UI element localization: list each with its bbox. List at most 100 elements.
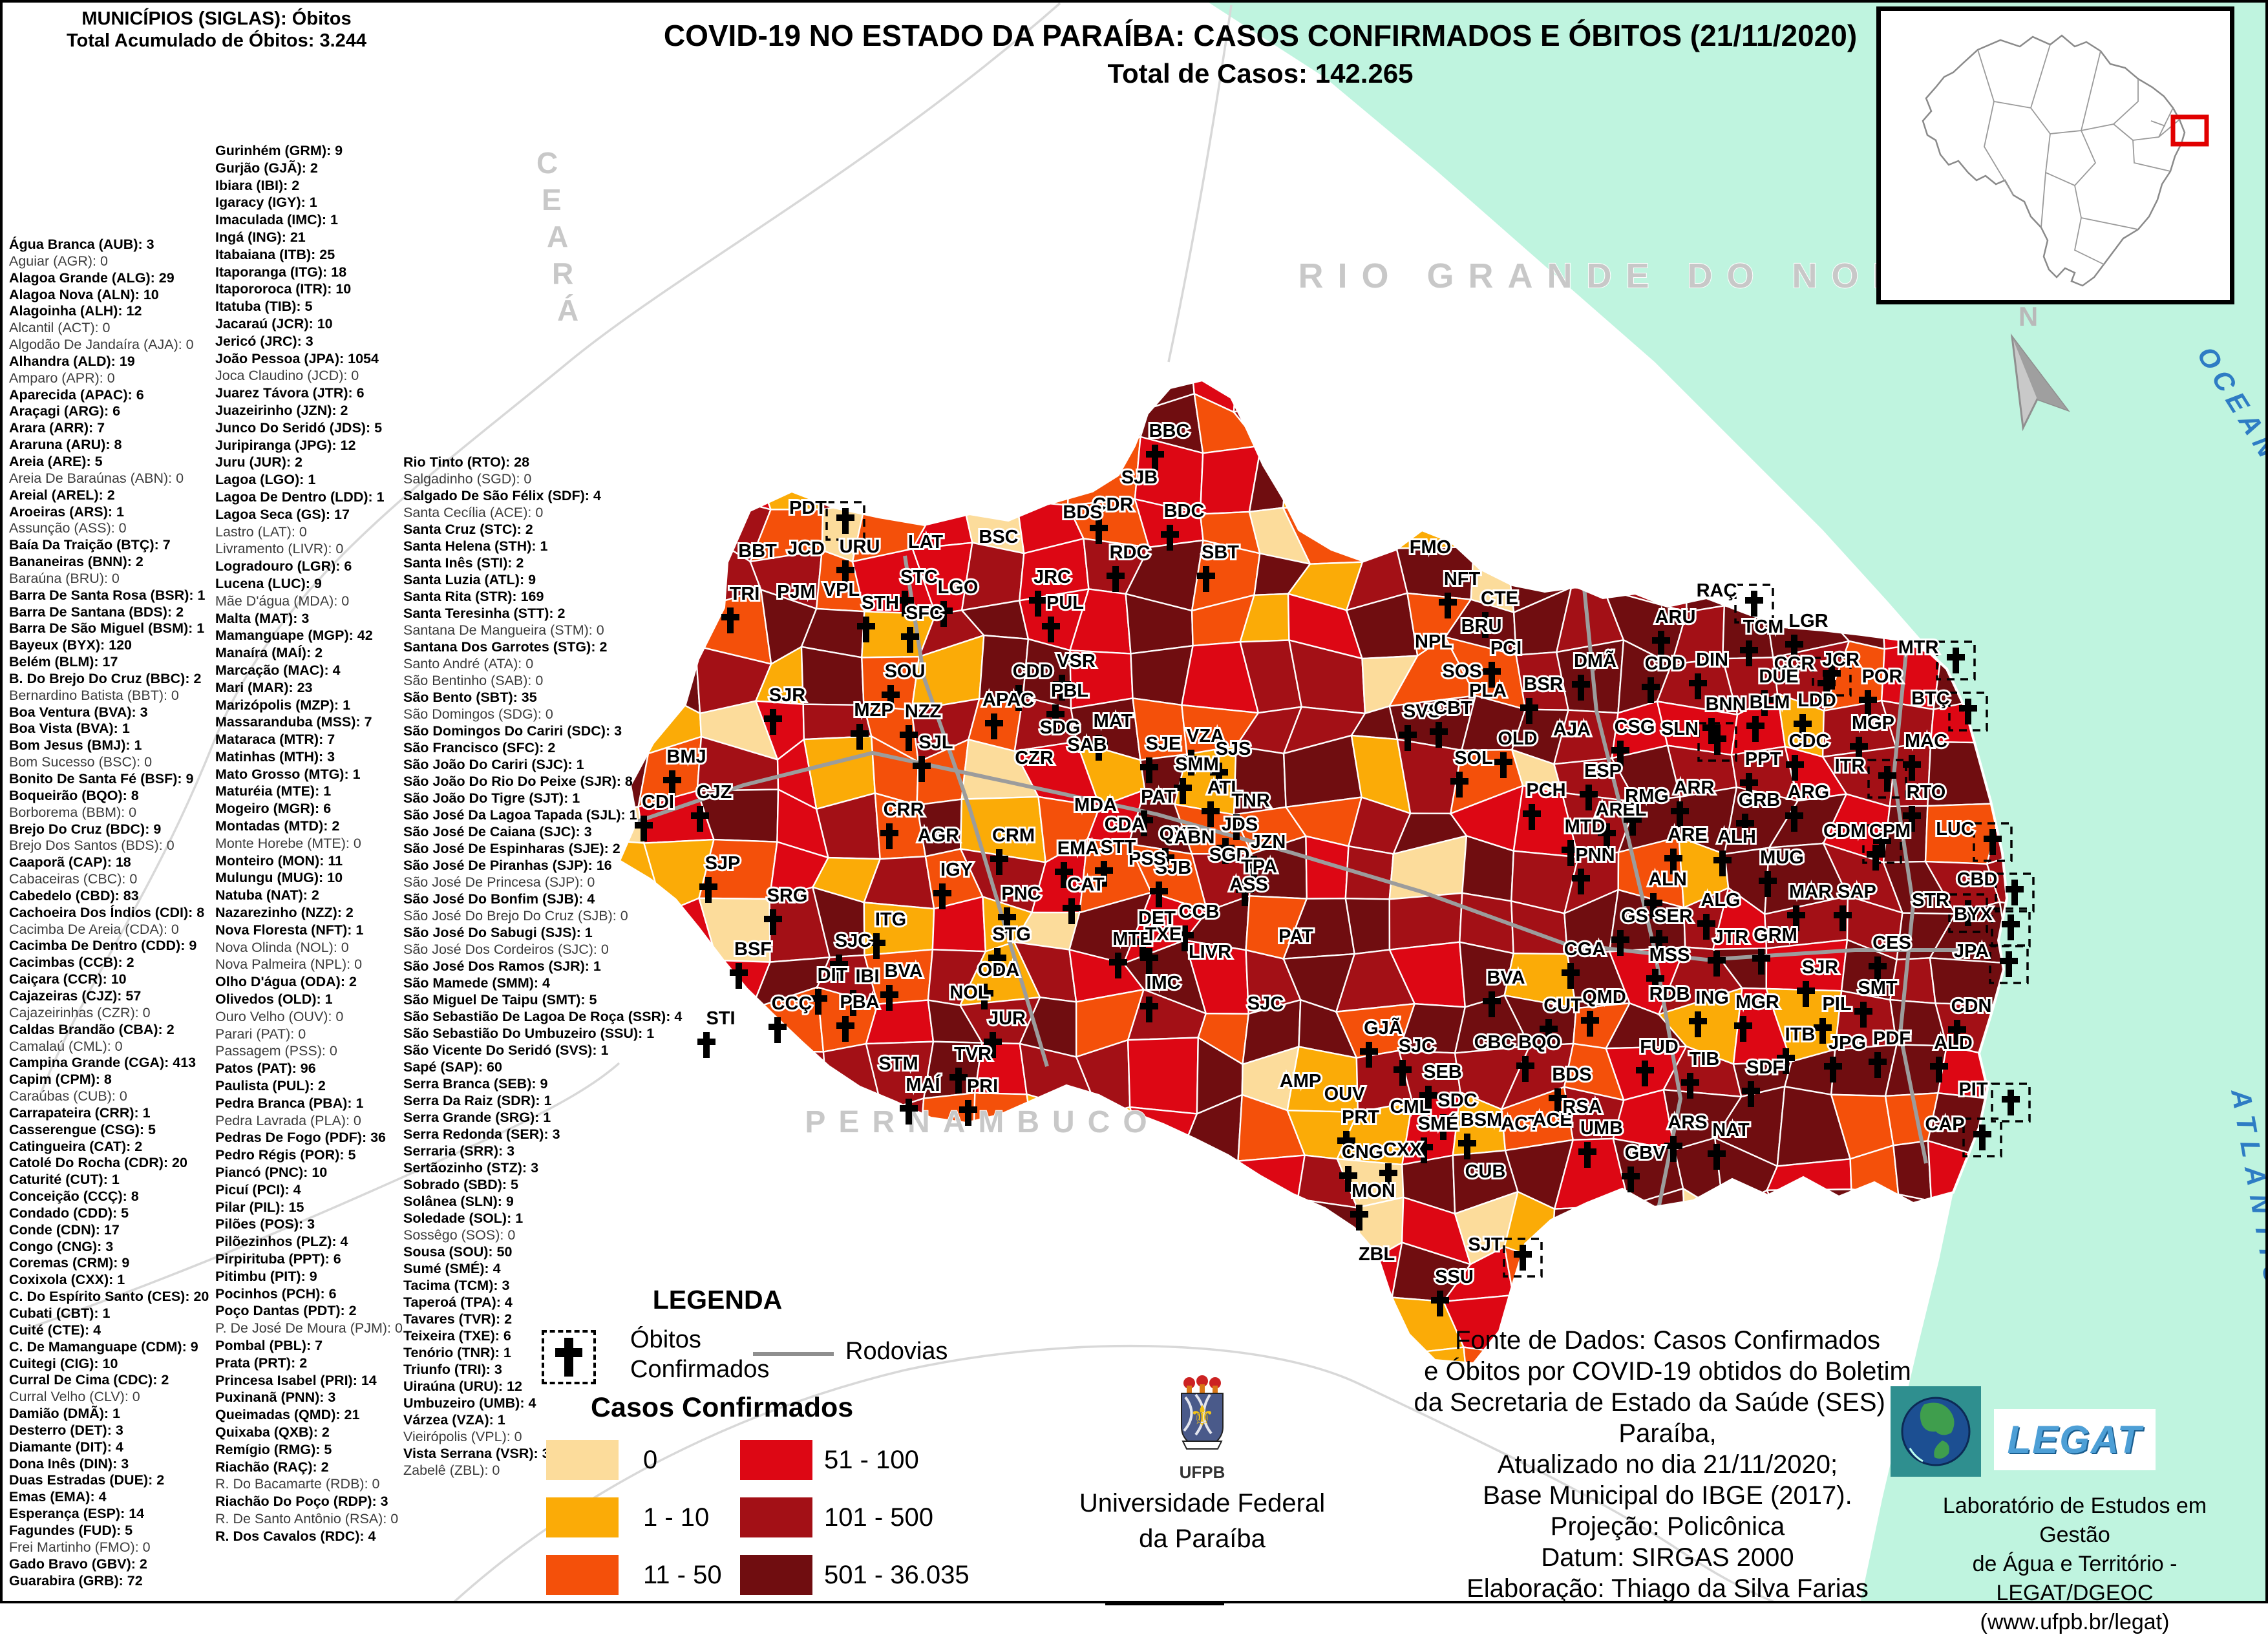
municipality-label: JDS [1222, 814, 1258, 835]
ufpb-sigla: UFPB [1179, 1463, 1225, 1482]
municipality-label: CNG [1342, 1142, 1383, 1163]
municipality-label: JCR [1822, 650, 1860, 670]
municipality-label: PJM [777, 582, 816, 602]
municipio-item: São Bentinho (SAB): 0 [403, 673, 544, 688]
municipality-label: RDC [1110, 542, 1150, 563]
municipality-label: SJB [1155, 858, 1191, 878]
municipio-item: Diamante (DIT): 4 [9, 1439, 123, 1455]
municipio-item: Sousa (SOU): 50 [403, 1244, 513, 1260]
legend-swatch [740, 1440, 812, 1480]
municipality-label: LAT [908, 532, 944, 553]
municipio-item: Igaracy (IGY): 1 [215, 195, 317, 211]
obitos-cross-icon [1973, 1125, 1991, 1150]
obitos-cross-icon [1450, 772, 1468, 797]
obitos-cross-icon [1642, 677, 1660, 703]
obitos-cross-icon [851, 724, 869, 750]
municipality-label: OLD [1498, 728, 1537, 749]
municipio-item: Cajazeiras (CJZ): 57 [9, 987, 142, 1004]
obitos-cross-icon [1948, 1020, 1966, 1046]
obitos-cross-icon [1755, 690, 1774, 716]
municipio-item: Barra De Santana (BDS): 2 [9, 604, 184, 620]
municipio-item: Soledade (SOL): 1 [403, 1210, 524, 1226]
municipality-label: BBT [738, 541, 777, 562]
municipio-item: Queimadas (QMD): 21 [215, 1407, 360, 1423]
municipio-item: Belém (BLM): 17 [9, 654, 118, 670]
municipio-item: São José Dos Cordeiros (SJC): 0 [403, 942, 609, 957]
municipio-item: Monte Horebe (MTE): 0 [215, 835, 361, 851]
obitos-cross-icon [1431, 1291, 1449, 1316]
municipality-label: SMÉ [1418, 1112, 1459, 1134]
municipio-item: Carrapateira (CRR): 1 [9, 1104, 151, 1121]
municipio-item: Pirpirituba (PPT): 6 [215, 1251, 341, 1267]
municipio-item: Mamanguape (MGP): 42 [215, 628, 373, 644]
obitos-cross-icon [1580, 785, 1598, 810]
municipality-label: CGA [1564, 939, 1606, 960]
obitos-cross-icon [1664, 849, 1682, 874]
municipio-item: Fagundes (FUD): 5 [9, 1522, 133, 1538]
municipio-item: Dona Inês (DIN): 3 [9, 1455, 129, 1472]
legend-swatch [546, 1555, 619, 1595]
municipality-label: TNR [1231, 790, 1270, 811]
municipio-item: Santa Luzia (ATL): 9 [403, 572, 536, 587]
obitos-cross-icon [1777, 1048, 1795, 1074]
municipio-item: Araruna (ARU): 8 [9, 437, 122, 453]
municipality-label: SJT [1468, 1234, 1502, 1255]
obitos-cross-icon [882, 685, 900, 711]
municipio-item: Cachoeira Dos Índios (CDI): 8 [9, 904, 205, 920]
obitos-cross-icon [900, 1099, 918, 1125]
municipio-item: Marizópolis (MZP): 1 [215, 697, 351, 713]
municipio-item: Serra Da Raiz (SDR): 1 [403, 1093, 552, 1108]
municipio-item: Borborema (BBM): 0 [9, 804, 137, 820]
municipality-label: URU [840, 536, 880, 557]
obitos-cross-icon [1636, 1061, 1654, 1086]
municipio-item: Salgado De São Félix (SDF): 4 [403, 488, 601, 503]
municipio-item: Sumé (SMÉ): 4 [403, 1261, 501, 1276]
obitos-cross-icon [1197, 566, 1215, 592]
obitos-cross-icon [1611, 741, 1629, 766]
municipality-label: NZZ [905, 701, 941, 722]
municipality-label: NFT [1444, 569, 1481, 589]
municipality-label: BDC [1164, 501, 1205, 522]
municipality-label: SER [1654, 906, 1693, 927]
municipality-label: CML [1390, 1097, 1431, 1117]
obitos-cross-icon [1959, 900, 1977, 926]
municipality-label: RDB [1649, 984, 1690, 1004]
obitos-cross-icon [730, 963, 748, 989]
obitos-cross-icon [836, 1016, 854, 1042]
municipio-item: Santa Cruz (STC): 2 [403, 522, 533, 537]
municipio-item: Caiçara (CCR): 10 [9, 971, 127, 987]
municipio-item: Prata (PRT): 2 [215, 1355, 308, 1371]
obitos-dashed-box [825, 501, 865, 541]
municipio-item: Remígio (RMG): 5 [215, 1441, 332, 1457]
obitos-cross-icon [1140, 948, 1158, 974]
casos-confirmados-title: Casos Confirmados [591, 1392, 854, 1423]
municipio-item: Pitimbu (PIT): 9 [215, 1268, 317, 1284]
municipality-label: ALN [1648, 869, 1687, 890]
municipio-item: Malta (MAT): 3 [215, 610, 310, 626]
municipio-item: João Pessoa (JPA): 1054 [215, 350, 379, 366]
municipio-item: Salgadinho (SGD): 0 [403, 471, 532, 487]
obitos-dashed-box [1948, 692, 1988, 732]
obitos-cross-icon [1483, 662, 1501, 688]
municipality-label: CCÇ [772, 993, 812, 1014]
municipio-item: Vista Serrana (VSR): 3 [403, 1446, 550, 1461]
municipality-label: GBV [1625, 1143, 1666, 1163]
municipality-label: DUE [1759, 666, 1798, 687]
obitos-cross-icon [1227, 814, 1245, 840]
municipality-label: BSR [1523, 674, 1563, 695]
municipio-item: Juazeirinho (JZN): 2 [215, 402, 348, 418]
municipality-label: CRM [992, 825, 1035, 846]
municipio-item: Quixaba (QXB): 2 [215, 1424, 330, 1440]
obitos-dashed-box [1734, 584, 1774, 624]
obitos-cross-icon [1540, 1019, 1558, 1045]
north-label: N [2019, 302, 2038, 332]
legend-class-label: 101 - 500 [824, 1503, 934, 1532]
municipality-label: SJB [1121, 467, 1158, 488]
municipality-label: BVA [884, 961, 922, 982]
municipios-column-1: Água Branca (AUB): 3 Aguiar (AGR): 0 Alago… [9, 237, 215, 1589]
municipality-label: VZA [1187, 726, 1224, 746]
brazil-outline [1922, 34, 2209, 287]
municipality-label: BTÇ [1911, 688, 1950, 709]
municipality-label: TRI [730, 584, 760, 604]
legend: LEGENDA Óbitos Confirmados Rodovias Caso… [536, 1285, 989, 1601]
